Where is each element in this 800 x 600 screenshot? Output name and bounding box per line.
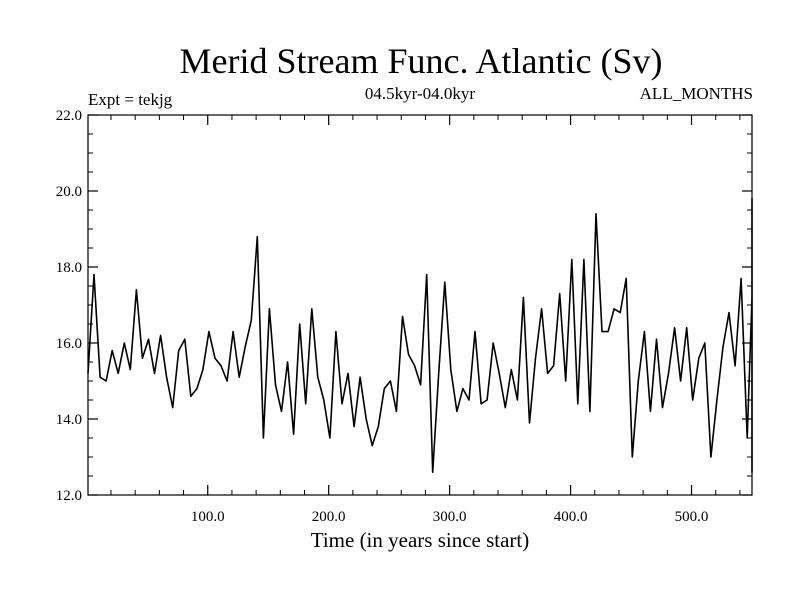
x-tick-label: 500.0 (675, 509, 709, 525)
chart-title: Merid Stream Func. Atlantic (Sv) (180, 41, 663, 81)
plot-frame (87, 114, 753, 496)
y-tick-label: 16.0 (56, 336, 82, 352)
chart-subtitle: 04.5kyr-04.0kyr (365, 84, 475, 103)
y-tick-label: 18.0 (56, 260, 82, 276)
y-tick-label: 22.0 (56, 108, 82, 124)
x-tick-label: 100.0 (191, 509, 225, 525)
months-label: ALL_MONTHS (640, 84, 753, 103)
x-axis-label: Time (in years since start) (311, 528, 530, 552)
x-tick-label: 400.0 (554, 509, 588, 525)
y-tick-label: 14.0 (56, 412, 82, 428)
y-tick-label: 12.0 (56, 488, 82, 504)
x-tick-label: 300.0 (433, 509, 467, 525)
experiment-label: Expt = tekjg (88, 90, 173, 109)
y-tick-label: 20.0 (56, 184, 82, 200)
x-tick-label: 200.0 (312, 509, 346, 525)
